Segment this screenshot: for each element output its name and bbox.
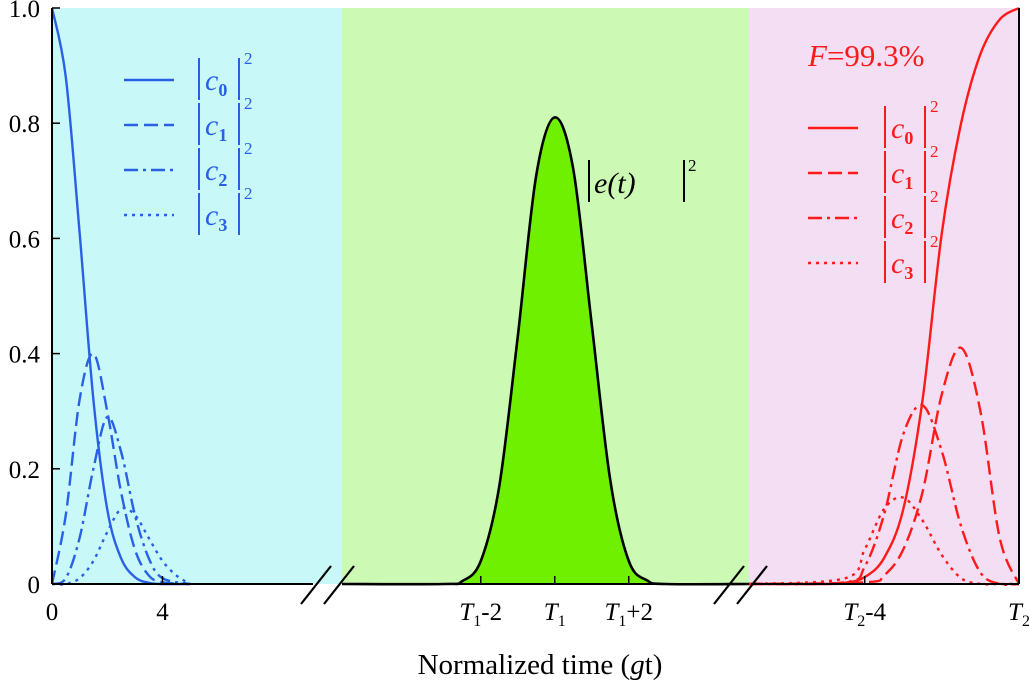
series-line-initial-2 (51, 415, 191, 586)
legend-exponent: 2 (930, 142, 939, 161)
series-line-transfer-0 (341, 116, 750, 586)
legend-exponent: 2 (930, 187, 939, 206)
legend-final: c0 2 c1 2 c2 2 c3 2 (808, 97, 939, 283)
y-tick-label: 0.2 (9, 457, 40, 484)
legend-exponent: 2 (244, 94, 253, 113)
axis-break-mark (300, 565, 332, 605)
panel-background-final (749, 8, 1019, 584)
x-tick-label: T2 (1008, 599, 1029, 630)
annotation-excited-amplitude: e(t) 2 (588, 156, 697, 202)
legend-initial: c0 2 c1 2 c2 2 c3 2 (124, 49, 253, 235)
legend-label: c2 (891, 202, 913, 238)
y-tick-label: 0 (28, 572, 41, 599)
legend-label: c2 (205, 154, 227, 190)
series-line-final-0 (748, 6, 1020, 586)
x-tick-label: T1+2 (604, 599, 653, 630)
y-tick-label: 0.6 (9, 226, 40, 253)
axis-break-mark (713, 565, 745, 605)
y-tick-label: 0.8 (9, 111, 40, 138)
series-fill-excited (342, 117, 749, 585)
legend-label: c3 (891, 247, 913, 283)
x-tick-label: 4 (156, 599, 169, 626)
axis-break-mark (323, 565, 355, 605)
legend-label: c3 (205, 199, 227, 235)
axis-break-mark (736, 565, 768, 605)
series-line-initial-1 (50, 352, 191, 586)
legend-label: c1 (205, 109, 227, 145)
legend-exponent: 2 (244, 49, 253, 68)
series-line-final-2 (748, 403, 1020, 587)
x-axis-title: Normalized time (gt) (418, 649, 663, 681)
legend-exponent: 2 (244, 184, 253, 203)
panel-final: T2-4 T2 (748, 6, 1029, 630)
x-tick-label: 0 (46, 599, 59, 626)
legend-exponent: 2 (930, 232, 939, 251)
legend-exponent: 2 (244, 139, 253, 158)
y-tick-label: 1.0 (9, 0, 40, 23)
fidelity-label: F=99.3% (807, 38, 925, 73)
x-tick-label: T2-4 (843, 599, 886, 630)
y-tick-label: 0.4 (9, 342, 41, 369)
annotation-exponent: 2 (688, 156, 697, 175)
legend-exponent: 2 (930, 97, 939, 116)
legend-label: c0 (205, 64, 227, 100)
legend-label: c0 (891, 112, 913, 148)
series-line-initial-3 (51, 506, 191, 586)
x-tick-label: T1-2 (459, 599, 502, 630)
series-line-final-1 (748, 346, 1021, 586)
legend-label: c1 (891, 157, 913, 193)
panel-transfer: T1-2 T1 T1+2 (341, 8, 750, 630)
panel-background-initial (52, 8, 342, 584)
series-line-final-3 (748, 495, 1019, 586)
x-tick-label: T1 (544, 599, 566, 630)
annotation-label: e(t) (594, 167, 636, 200)
